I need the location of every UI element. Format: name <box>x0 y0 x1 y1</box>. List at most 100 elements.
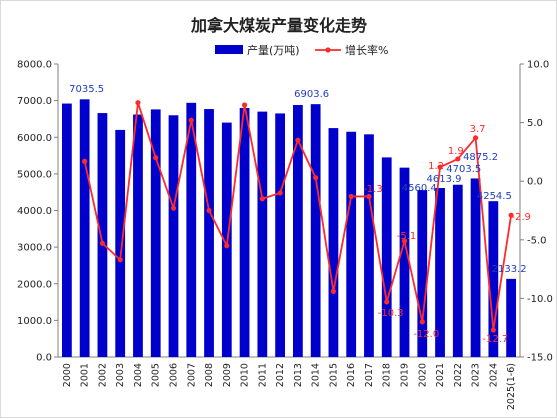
x-tick-label: 2013 <box>293 363 304 387</box>
growth-rate-point <box>82 158 88 164</box>
growth-rate-label: -2.9 <box>511 212 531 223</box>
x-tick-label: 2009 <box>222 363 233 387</box>
bar <box>346 131 357 357</box>
bar <box>150 109 161 357</box>
growth-rate-point <box>206 207 212 214</box>
growth-rate-label: -12.7 <box>482 334 508 345</box>
growth-rate-point <box>153 155 159 161</box>
legend-label-line: 增长率% <box>345 43 388 57</box>
x-tick-label: 2006 <box>169 363 180 387</box>
y-left-tick-label: 5000.0 <box>17 169 52 180</box>
growth-rate-point <box>419 319 425 325</box>
bar <box>399 167 410 357</box>
x-tick-label: 2008 <box>204 363 215 387</box>
growth-rate-label: -5.1 <box>397 231 417 242</box>
legend-swatch-bar <box>215 45 243 54</box>
bar <box>257 111 268 357</box>
x-tick-label: 2022 <box>453 363 464 387</box>
growth-rate-point <box>277 190 283 196</box>
bar <box>133 114 143 357</box>
bar-value-label: 4254.5 <box>477 191 512 202</box>
growth-rate-point <box>508 212 514 218</box>
growth-rate-point <box>117 257 123 263</box>
growth-rate-point <box>348 193 354 200</box>
growth-rate-label: -10.3 <box>378 308 404 319</box>
bar <box>310 104 321 358</box>
growth-rate-point <box>472 135 479 141</box>
bar <box>452 184 463 357</box>
y-right-tick-label: 10.0 <box>527 60 549 71</box>
x-tick-label: 2019 <box>400 363 411 387</box>
growth-rate-point <box>135 100 141 106</box>
x-tick-label: 2001 <box>80 363 91 387</box>
bar <box>168 115 179 358</box>
legend-label-bar: 产量(万吨) <box>247 43 300 57</box>
bar <box>186 102 197 357</box>
growth-rate-label: 3.7 <box>470 124 486 135</box>
y-right-tick-label: -10.0 <box>527 294 553 305</box>
chart-title: 加拿大煤炭产量变化走势 <box>190 16 367 35</box>
growth-rate-point <box>259 196 265 202</box>
x-tick-label: 2003 <box>115 363 126 387</box>
y-left-tick-label: 6000.0 <box>17 133 52 144</box>
bar <box>381 157 392 357</box>
bar <box>292 105 303 358</box>
bar <box>79 99 90 357</box>
x-tick-label: 2017 <box>364 363 375 387</box>
bar <box>97 113 108 357</box>
y-left-tick-label: 0.0 <box>36 353 52 364</box>
bar <box>239 107 250 357</box>
growth-rate-label: 1.2 <box>428 161 444 172</box>
bar <box>115 129 126 357</box>
growth-rate-point <box>401 238 408 244</box>
legend: 产量(万吨) 增长率% <box>215 43 388 57</box>
x-tick-label: 2021 <box>435 363 446 387</box>
growth-rate-label: 1.9 <box>448 146 464 157</box>
growth-rate-label: -12.0 <box>413 329 439 340</box>
growth-rate-point <box>490 327 496 333</box>
bar-value-label: 2133.2 <box>492 264 527 275</box>
x-tick-label: 2011 <box>257 363 268 387</box>
growth-rate-point <box>366 193 372 200</box>
growth-rate-point <box>188 117 194 123</box>
growth-rate-point <box>99 240 106 246</box>
x-tick-label: 2020 <box>417 363 428 387</box>
legend-swatch-marker <box>325 47 331 53</box>
y-right-tick-label: 5.0 <box>527 118 543 129</box>
y-left-tick-label: 4000.0 <box>17 206 52 217</box>
bar-value-label: 6903.6 <box>294 89 329 100</box>
x-tick-label: 2000 <box>62 363 73 387</box>
bar <box>488 201 499 357</box>
growth-rate-point <box>455 156 461 162</box>
x-tick-label: 2025(1-6) <box>506 363 517 410</box>
bar-value-label: 4613.9 <box>427 174 462 185</box>
bar-value-label: 4875.2 <box>463 152 498 163</box>
x-tick-label: 2018 <box>382 363 393 387</box>
y-left-tick-label: 1000.0 <box>17 316 52 327</box>
bar-value-label: 4703.5 <box>446 164 481 175</box>
bar <box>364 134 374 357</box>
x-tick-label: 2014 <box>311 363 322 387</box>
bar <box>61 103 72 358</box>
x-tick-label: 2023 <box>471 363 482 387</box>
bar <box>470 178 481 357</box>
x-tick-label: 2010 <box>240 363 251 387</box>
bar <box>506 278 517 357</box>
growth-rate-point <box>241 102 248 108</box>
x-tick-label: 2002 <box>97 363 108 387</box>
x-tick-label: 2005 <box>151 363 162 387</box>
growth-rate-point <box>313 175 319 181</box>
bar <box>204 109 214 357</box>
x-tick-label: 2015 <box>328 363 339 387</box>
x-tick-label: 2007 <box>186 363 197 387</box>
bar <box>275 113 286 357</box>
y-right-tick-label: 0.0 <box>527 177 543 188</box>
x-tick-label: 2012 <box>275 363 286 387</box>
y-left-tick-label: 3000.0 <box>17 243 52 254</box>
bar <box>417 189 428 357</box>
y-right-tick-label: -15.0 <box>527 353 553 364</box>
growth-rate-point <box>437 164 443 170</box>
bar <box>435 188 445 357</box>
